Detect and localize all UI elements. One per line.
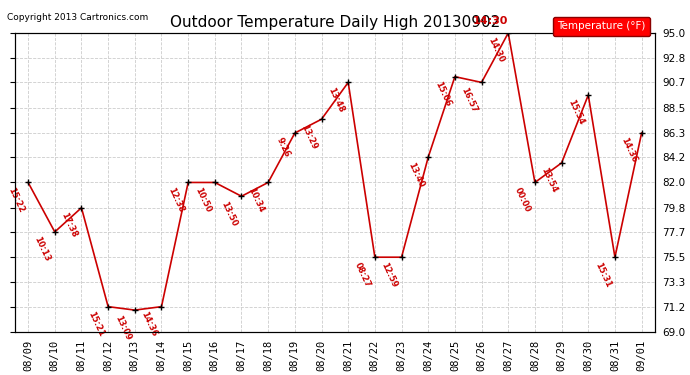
Text: 14:30: 14:30 <box>486 36 506 64</box>
Text: 14:36: 14:36 <box>139 310 159 338</box>
Text: 9:26: 9:26 <box>275 136 292 159</box>
Text: 14:30: 14:30 <box>473 16 508 26</box>
Text: 10:34: 10:34 <box>246 186 266 214</box>
Text: 13:48: 13:48 <box>326 86 346 114</box>
Text: 15:54: 15:54 <box>566 99 586 127</box>
Text: Copyright 2013 Cartronics.com: Copyright 2013 Cartronics.com <box>7 13 148 22</box>
Text: 12:59: 12:59 <box>380 261 399 289</box>
Text: 10:50: 10:50 <box>193 186 212 214</box>
Text: 08:27: 08:27 <box>353 261 372 288</box>
Text: 15:22: 15:22 <box>6 186 26 214</box>
Legend: Temperature (°F): Temperature (°F) <box>553 17 650 36</box>
Text: 00:00: 00:00 <box>513 186 532 214</box>
Text: 15:31: 15:31 <box>593 261 612 289</box>
Title: Outdoor Temperature Daily High 20130902: Outdoor Temperature Daily High 20130902 <box>170 15 500 30</box>
Text: 14:36: 14:36 <box>620 136 639 165</box>
Text: 13:54: 13:54 <box>540 166 559 194</box>
Text: 12:38: 12:38 <box>166 186 186 214</box>
Text: 13:09: 13:09 <box>112 314 132 341</box>
Text: 17:38: 17:38 <box>59 211 79 239</box>
Text: 13:40: 13:40 <box>406 160 426 189</box>
Text: 15:06: 15:06 <box>433 80 452 108</box>
Text: 13:29: 13:29 <box>299 123 319 151</box>
Text: 15:21: 15:21 <box>86 310 106 338</box>
Text: 16:57: 16:57 <box>460 86 479 114</box>
Text: 13:50: 13:50 <box>219 200 239 228</box>
Text: 10:13: 10:13 <box>32 236 52 263</box>
